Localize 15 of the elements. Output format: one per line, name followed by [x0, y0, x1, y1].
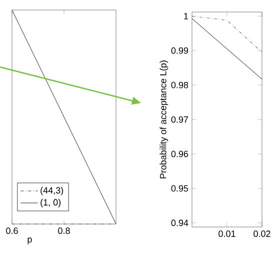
y-tick-label: 0.97 [171, 116, 188, 123]
y-axis-title: Probability of acceptance L(p) [160, 60, 168, 178]
x-axis-title: p [28, 238, 32, 244]
legend-label: (44,3) [40, 186, 64, 196]
y-tick-label: 0.95 [171, 185, 188, 192]
x-tick-label: 0.01 [218, 230, 236, 237]
x-tick-label: 0.8 [58, 228, 70, 234]
y-tick-label: 0.94 [171, 220, 188, 226]
y-tick-label: 0.96 [171, 150, 188, 158]
x-tick-label: 0.02 [254, 230, 270, 237]
y-tick-label: 0.99 [171, 47, 188, 54]
y-tick-label: 1 [184, 13, 188, 20]
legend-label: (1, 0) [40, 198, 61, 208]
y-tick-label: 0.98 [171, 82, 188, 88]
x-tick-label: 0.6 [6, 228, 18, 234]
